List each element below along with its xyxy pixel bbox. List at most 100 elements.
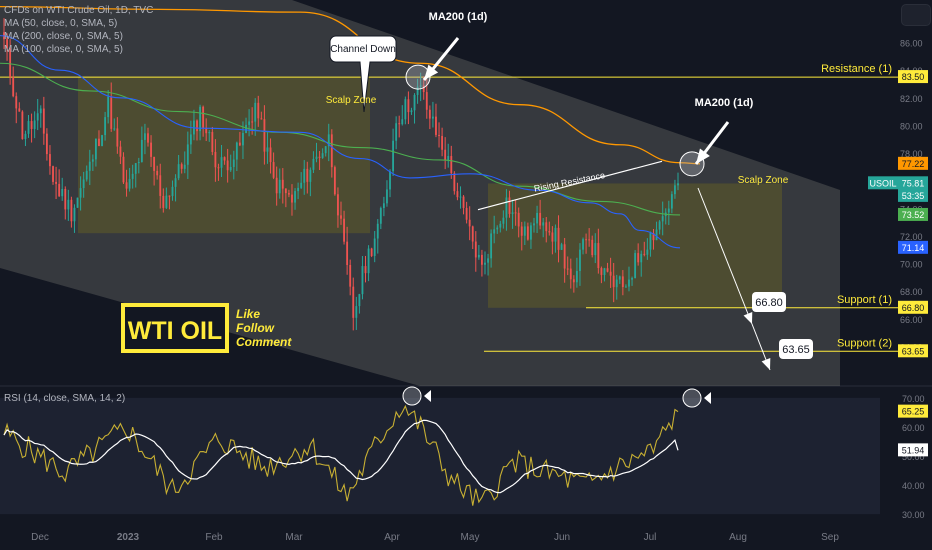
candle-body — [652, 233, 655, 241]
candle-body — [42, 108, 45, 134]
candle-body — [431, 116, 434, 119]
candle-body — [585, 239, 588, 241]
candle-body — [94, 138, 97, 160]
target-arrow-2 — [751, 323, 771, 371]
overbought-left-circle — [402, 386, 422, 406]
candle-body — [315, 156, 318, 159]
candle-body — [511, 212, 514, 214]
candle-body — [634, 253, 637, 279]
x-tick-May: May — [461, 532, 480, 543]
candle-body — [202, 106, 205, 128]
candle-body — [12, 76, 15, 97]
target-callout-2-text: 63.65 — [782, 344, 810, 356]
candle-body — [254, 102, 257, 122]
candle-body — [533, 223, 535, 226]
candle-body — [407, 99, 410, 113]
candle-body — [214, 151, 217, 168]
rsi-badge-1: 51.94 — [902, 445, 925, 455]
price-badge-1: 77.22 — [902, 159, 925, 169]
x-tick-Aug: Aug — [729, 532, 747, 543]
candle-body — [6, 39, 8, 49]
candle-body — [612, 275, 615, 288]
candle-body — [113, 128, 116, 130]
candle-body — [337, 194, 339, 216]
candle-body — [508, 197, 511, 214]
candle-body — [128, 178, 131, 189]
axis-layer: 64.0066.0068.0070.0072.0074.0076.0078.00… — [31, 39, 928, 543]
candle-body — [484, 262, 486, 265]
candle-body — [30, 121, 33, 129]
candle-body — [358, 294, 361, 307]
rsi-badge-0: 65.25 — [902, 407, 925, 417]
candle-body — [422, 85, 425, 93]
candle-body — [389, 171, 391, 190]
price-tick-78: 78.00 — [900, 149, 923, 159]
candle-body — [425, 92, 428, 110]
candle-body — [588, 239, 591, 241]
candle-body — [174, 178, 177, 187]
candle-body — [177, 164, 180, 179]
price-tick-82: 82.00 — [900, 94, 923, 104]
candle-body — [226, 160, 229, 171]
candle-body — [85, 170, 88, 180]
candle-body — [269, 147, 272, 163]
rsi-badge-0-bg — [898, 404, 928, 418]
candle-body — [156, 170, 159, 176]
candle-body — [27, 121, 30, 134]
x-tick-Feb: Feb — [205, 532, 223, 543]
candle-body — [162, 195, 165, 208]
price-badge-0-bg — [898, 70, 928, 84]
candle-body — [416, 86, 419, 95]
ma200-arrow-2-head — [696, 148, 710, 164]
price-badge-8-bg — [898, 344, 928, 358]
target-arrow-1 — [697, 187, 753, 325]
candle-body — [579, 249, 581, 271]
ma100-legend: MA (100, close, 0, SMA, 5) — [4, 44, 123, 55]
candle-body — [582, 239, 584, 250]
candle-body — [487, 258, 489, 263]
candle-body — [104, 117, 107, 136]
candle-body — [419, 85, 422, 87]
candle-body — [352, 286, 355, 318]
candle-body — [223, 157, 226, 161]
candle-body — [643, 253, 646, 255]
candle-body — [220, 157, 223, 168]
candle-body — [116, 128, 119, 147]
candle-body — [281, 179, 284, 189]
candle-body — [560, 244, 563, 250]
price-badge-4-bg — [898, 188, 928, 202]
candle-body — [45, 133, 48, 155]
candle-body — [229, 166, 232, 171]
candle-body — [609, 271, 612, 276]
price-tick-66: 66.00 — [900, 315, 923, 325]
candle-body — [144, 133, 146, 140]
candle-body — [18, 108, 21, 112]
ma200-arrow-2 — [694, 121, 730, 165]
x-tick-Sep: Sep — [821, 532, 839, 543]
scalp-zone-label-right: Scalp Zone — [738, 175, 789, 186]
candle-body — [465, 207, 468, 220]
price-badge-7-bg — [898, 300, 928, 314]
candle-body — [242, 132, 244, 146]
candle-body — [597, 243, 600, 269]
candle-body — [398, 123, 401, 125]
candle-body — [287, 193, 290, 195]
candle-body — [499, 223, 502, 228]
candle-body — [245, 124, 247, 133]
candle-body — [36, 113, 39, 121]
rising-resistance-line — [477, 160, 663, 211]
scalp-zone-left — [78, 77, 370, 234]
ma200-arrow-1 — [422, 37, 460, 81]
scalp-zone-right — [488, 183, 782, 308]
ma200-touch-circle-1 — [405, 64, 431, 90]
channel-down-label: Channel Down — [330, 44, 396, 55]
candle-body — [569, 268, 572, 280]
candle-body — [441, 135, 444, 150]
candle-body — [58, 183, 61, 197]
candle-body — [82, 179, 85, 189]
candle-body — [370, 248, 373, 256]
chart-menu-button[interactable] — [901, 4, 931, 26]
price-badge-1-bg — [898, 156, 928, 170]
candle-body — [150, 142, 152, 157]
